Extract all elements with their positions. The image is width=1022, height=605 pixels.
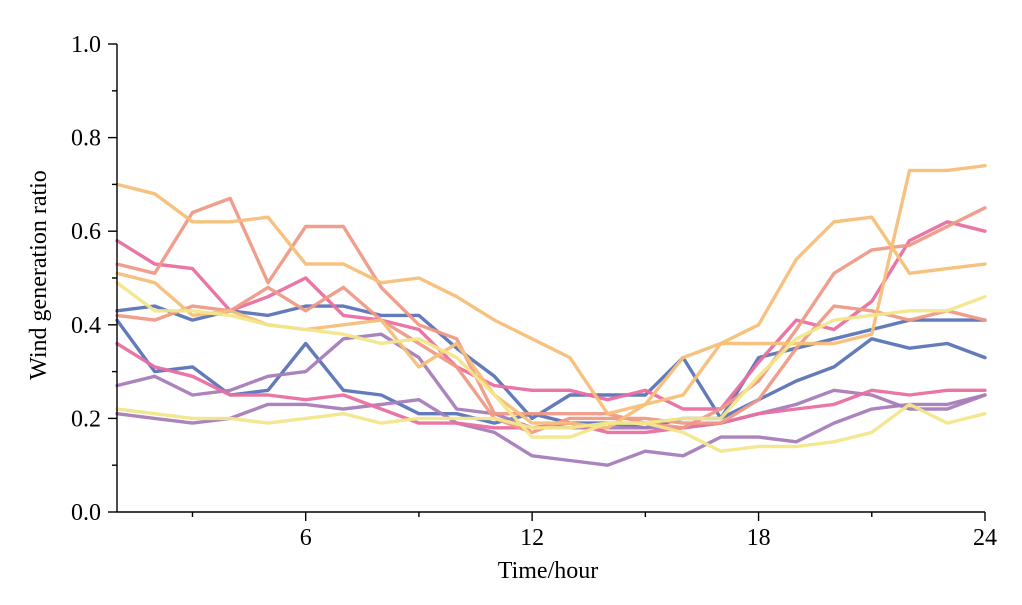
series-line-7	[115, 196, 987, 430]
x-tick-label: 12	[520, 525, 544, 551]
x-tick-label: 24	[973, 525, 997, 551]
series-line-1	[115, 304, 987, 421]
y-axis-label: Wind generation ratio	[26, 170, 52, 380]
x-tick-label: 18	[747, 525, 771, 551]
y-tick-label: 0.6	[71, 219, 101, 245]
y-tick-label: 0.2	[71, 406, 101, 432]
series-line-11	[115, 281, 987, 439]
y-tick-label: 1.0	[71, 32, 101, 58]
series-line-5	[115, 220, 987, 411]
y-tick-label: 0.0	[71, 500, 101, 526]
series-line-8	[115, 285, 987, 435]
y-tick-label: 0.4	[71, 313, 101, 339]
x-tick-label: 6	[300, 525, 312, 551]
x-axis-label: Time/hour	[498, 558, 598, 584]
series-line-4	[115, 393, 987, 467]
series-line-9	[115, 163, 987, 416]
axes	[116, 44, 985, 513]
ticks: 0.0 0.2 0.4 0.6 0.8 1.0 6 12 18 24	[71, 32, 997, 551]
y-tick-label: 0.8	[71, 126, 101, 152]
series-layer	[115, 163, 987, 467]
series-line-2	[115, 318, 987, 430]
series-line-12	[115, 402, 987, 453]
